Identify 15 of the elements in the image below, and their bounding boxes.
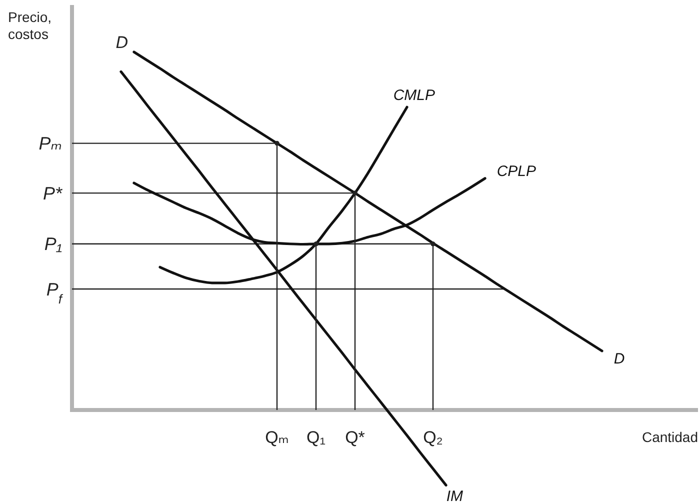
series-label: D — [614, 350, 625, 367]
series-label: CPLP — [496, 162, 536, 180]
ref-line-label: P₁ — [44, 234, 62, 254]
x-axis-title: Cantidad — [642, 429, 698, 445]
x-tick-label: Qₘ — [265, 428, 289, 447]
ref-line-label: Pₘ — [38, 134, 62, 154]
x-tick-label: Q₁ — [306, 428, 326, 447]
ref-line-label: P$_{f}$ — [46, 279, 64, 306]
series-label: IM — [446, 488, 464, 502]
annotation: D — [116, 33, 128, 52]
series-label: CMLP — [393, 86, 436, 104]
ref-line-label: P* — [42, 183, 63, 204]
x-tick-label: Q* — [345, 428, 366, 447]
x-tick-label: Q₂ — [423, 428, 443, 447]
y-axis-title: Precio, costos — [8, 9, 52, 42]
